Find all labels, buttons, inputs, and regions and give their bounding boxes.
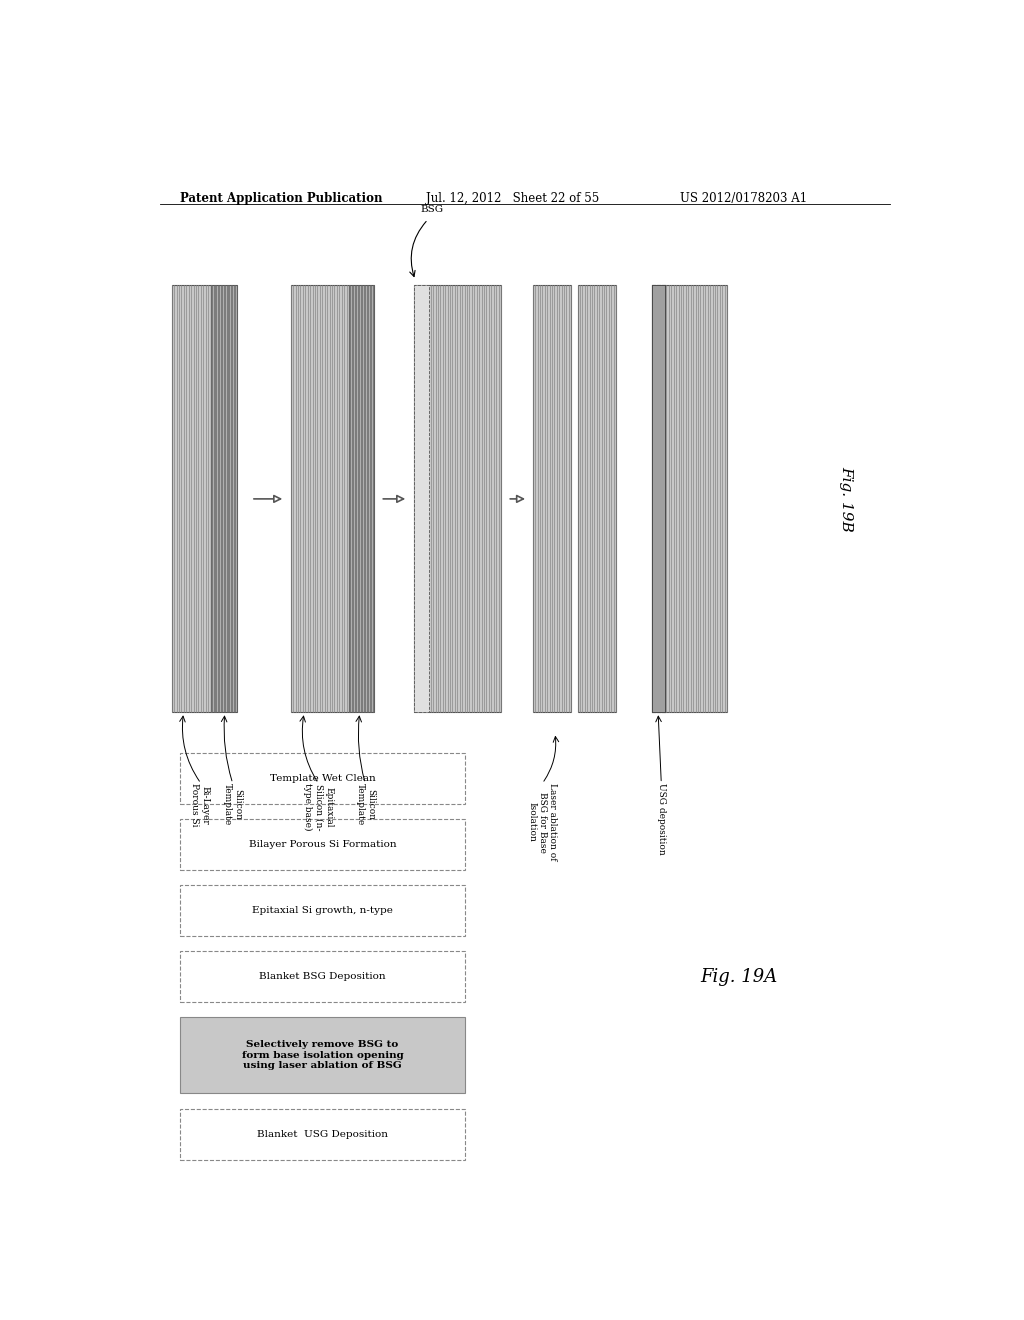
Bar — [291, 285, 349, 713]
Bar — [652, 285, 666, 713]
Text: BSG: BSG — [421, 206, 443, 214]
Text: Template Wet Clean: Template Wet Clean — [269, 774, 376, 783]
Text: Blanket BSG Deposition: Blanket BSG Deposition — [259, 972, 386, 981]
Bar — [179, 1018, 465, 1093]
Bar — [414, 285, 501, 713]
Text: Laser ablation of
BSG for Base
Isolation: Laser ablation of BSG for Base Isolation — [527, 784, 557, 861]
Text: Selectively remove BSG to
form base isolation opening
using laser ablation of BS: Selectively remove BSG to form base isol… — [242, 1040, 403, 1071]
Bar — [532, 285, 571, 713]
Text: Silicon
Template: Silicon Template — [355, 784, 375, 826]
Text: Fig. 19B: Fig. 19B — [840, 466, 853, 532]
Text: Fig. 19A: Fig. 19A — [700, 968, 777, 986]
Bar — [349, 285, 374, 713]
Text: Blanket  USG Deposition: Blanket USG Deposition — [257, 1130, 388, 1139]
Text: Silicon
Template: Silicon Template — [223, 784, 243, 826]
Bar — [179, 952, 465, 1002]
Text: Patent Application Publication: Patent Application Publication — [179, 191, 382, 205]
Text: US 2012/0178203 A1: US 2012/0178203 A1 — [680, 191, 807, 205]
Text: Epitaxial Si growth, n-type: Epitaxial Si growth, n-type — [252, 906, 393, 915]
Text: Epitaxial
Silicon (n-
type base): Epitaxial Silicon (n- type base) — [303, 784, 334, 832]
Bar — [578, 285, 616, 713]
Text: USG deposition: USG deposition — [656, 784, 666, 855]
Bar — [652, 285, 727, 713]
Bar — [179, 886, 465, 936]
Text: Bi-Layer
Porous Si: Bi-Layer Porous Si — [189, 784, 209, 828]
Text: Jul. 12, 2012   Sheet 22 of 55: Jul. 12, 2012 Sheet 22 of 55 — [426, 191, 599, 205]
Bar — [179, 1109, 465, 1159]
Bar — [211, 285, 237, 713]
Bar — [179, 818, 465, 870]
Bar — [179, 752, 465, 804]
Bar — [172, 285, 211, 713]
Text: Bilayer Porous Si Formation: Bilayer Porous Si Formation — [249, 840, 396, 849]
Bar — [414, 285, 429, 713]
